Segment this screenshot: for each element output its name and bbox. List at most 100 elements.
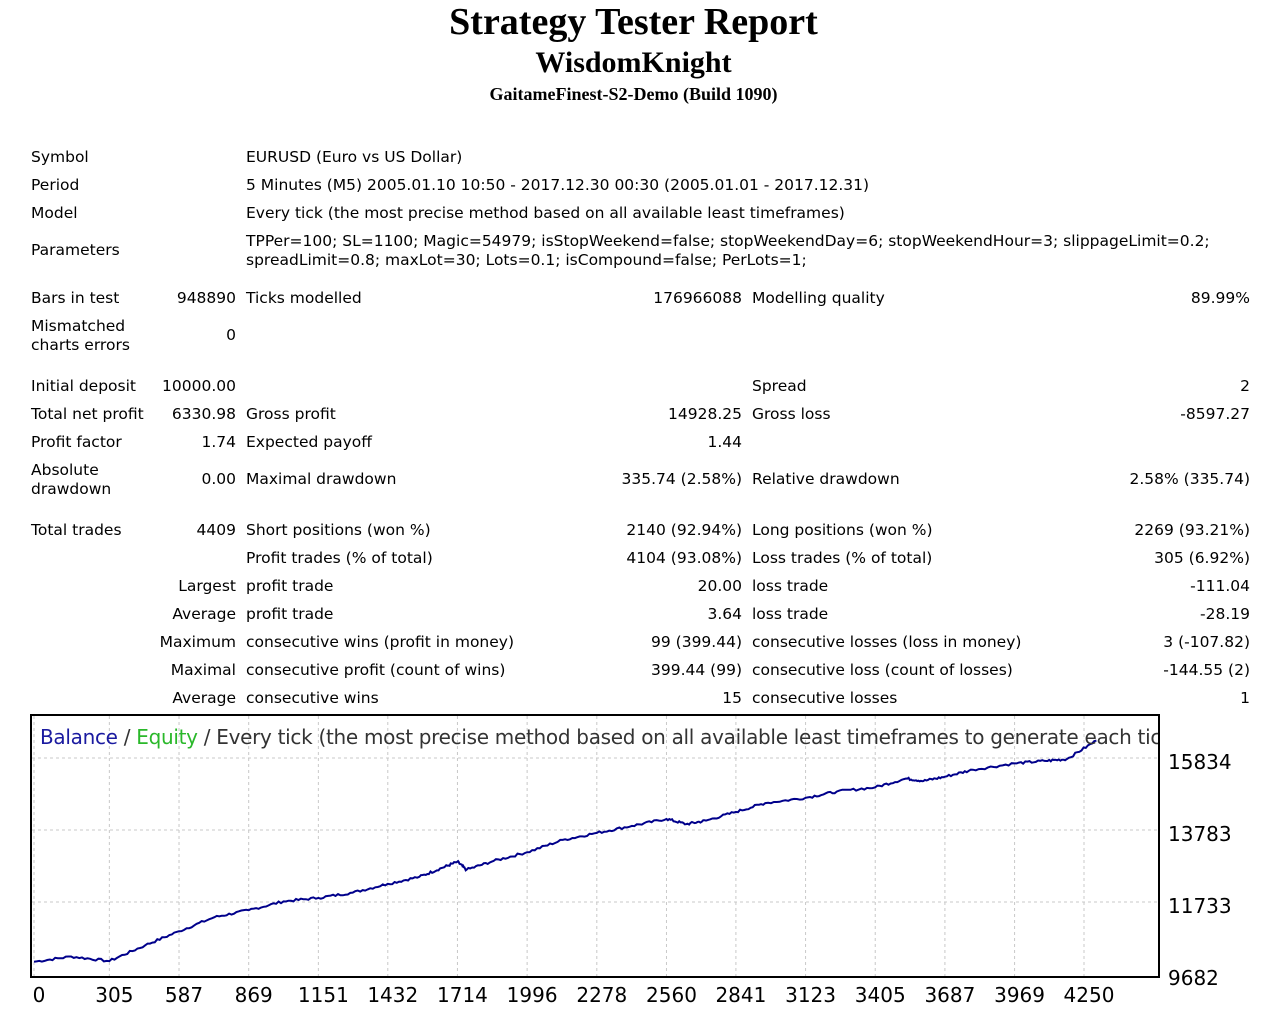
average-consecutive-label: Average — [172, 689, 236, 707]
short-positions-label: Short positions (won %) — [246, 521, 431, 539]
profit-factor-label: Profit factor — [31, 433, 122, 451]
quality-label: Modelling quality — [752, 289, 885, 307]
relative-drawdown-label: Relative drawdown — [752, 470, 900, 488]
x-tick-label: 4250 — [1063, 983, 1115, 1007]
average-profit-label: profit trade — [246, 605, 334, 623]
maximal-drawdown-label: Maximal drawdown — [246, 470, 397, 488]
largest-profit-value: 20.00 — [697, 577, 742, 595]
x-tick-label: 587 — [164, 983, 204, 1007]
x-tick-label: 1432 — [367, 983, 419, 1007]
legend-description: / Every tick (the most precise method ba… — [197, 725, 1160, 749]
report-title: Strategy Tester Report — [449, 1, 818, 43]
y-tick-label: 9682 — [1168, 966, 1219, 990]
largest-loss-value: -111.04 — [1190, 577, 1250, 595]
average-loss-label: loss trade — [752, 605, 829, 623]
total-trades-value: 4409 — [196, 521, 236, 539]
spread-label: Spread — [752, 377, 807, 395]
loss-trades-value: 305 (6.92%) — [1154, 549, 1250, 567]
long-positions-label: Long positions (won %) — [752, 521, 933, 539]
average-label: Average — [172, 605, 236, 623]
model-value: Every tick (the most precise method base… — [246, 204, 845, 222]
x-tick-label: 3687 — [924, 983, 976, 1007]
short-positions-value: 2140 (92.94%) — [626, 521, 742, 539]
mismatch-label-1: Mismatched — [31, 317, 126, 335]
average-loss-value: -28.19 — [1200, 605, 1250, 623]
x-tick-label: 3969 — [994, 983, 1046, 1007]
maximum-label: Maximum — [159, 633, 236, 651]
largest-loss-label: loss trade — [752, 577, 829, 595]
max-consecutive-wins-label: consecutive wins (profit in money) — [246, 633, 515, 651]
average-consecutive-wins-label: consecutive wins — [246, 689, 379, 707]
x-tick-label: 3405 — [854, 983, 906, 1007]
net-profit-label: Total net profit — [31, 405, 144, 423]
symbol-value: EURUSD (Euro vs US Dollar) — [246, 148, 463, 166]
net-profit-value: 6330.98 — [171, 405, 236, 423]
x-tick-label: 0 — [32, 983, 46, 1007]
mismatch-label-2: charts errors — [31, 336, 130, 354]
account-name: WisdomKnight — [535, 46, 732, 79]
x-tick-label: 2560 — [646, 983, 697, 1007]
max-consecutive-wins-value: 99 (399.44) — [651, 633, 742, 651]
average-consecutive-wins-value: 15 — [722, 689, 742, 707]
long-positions-value: 2269 (93.21%) — [1134, 521, 1250, 539]
legend-balance: Balance — [40, 725, 118, 749]
average-consecutive-losses-value: 1 — [1240, 689, 1250, 707]
period-value: 5 Minutes (M5) 2005.01.10 10:50 - 2017.1… — [246, 176, 870, 194]
maximal-consecutive-profit-value: 399.44 (99) — [651, 661, 742, 679]
model-label: Model — [31, 204, 78, 222]
y-tick-label: 13783 — [1168, 822, 1232, 846]
bars-label: Bars in test — [31, 289, 120, 307]
y-tick-label: 11733 — [1168, 894, 1232, 918]
x-tick-label: 2841 — [715, 983, 767, 1007]
average-consecutive-losses-label: consecutive losses — [752, 689, 898, 707]
profit-trades-value: 4104 (93.08%) — [626, 549, 742, 567]
balance-chart-plot — [32, 716, 1158, 976]
gross-profit-label: Gross profit — [246, 405, 336, 423]
deposit-value: 10000.00 — [162, 377, 236, 395]
period-label: Period — [31, 176, 80, 194]
x-tick-label: 1151 — [297, 983, 349, 1007]
parameters-line-1: TPPer=100; SL=1100; Magic=54979; isStopW… — [246, 232, 1210, 250]
maximal-consecutive-loss-label: consecutive loss (count of losses) — [752, 661, 1013, 679]
relative-drawdown-value: 2.58% (335.74) — [1129, 470, 1251, 488]
x-tick-label: 1996 — [506, 983, 558, 1007]
profit-factor-value: 1.74 — [201, 433, 236, 451]
bars-value: 948890 — [176, 289, 236, 307]
average-profit-value: 3.64 — [707, 605, 742, 623]
maximal-drawdown-value: 335.74 (2.58%) — [621, 470, 743, 488]
maximal-consecutive-loss-value: -144.55 (2) — [1163, 661, 1250, 679]
total-trades-label: Total trades — [31, 521, 122, 539]
x-tick-label: 1714 — [437, 983, 488, 1007]
server-build: GaitameFinest-S2-Demo (Build 1090) — [489, 84, 778, 104]
chart-legend: Balance / Equity / Every tick (the most … — [40, 724, 1160, 750]
quality-value: 89.99% — [1190, 289, 1250, 307]
profit-trades-label: Profit trades (% of total) — [246, 549, 433, 567]
absolute-drawdown-label-1: Absolute — [31, 461, 99, 479]
balance-series-line — [33, 739, 1097, 963]
x-tick-label: 305 — [95, 983, 134, 1007]
maximal-consecutive-profit-label: consecutive profit (count of wins) — [246, 661, 506, 679]
largest-label: Largest — [178, 577, 236, 595]
parameters-line-2: spreadLimit=0.8; maxLot=30; Lots=0.1; is… — [246, 251, 807, 269]
gross-loss-value: -8597.27 — [1180, 405, 1250, 423]
x-tick-label: 869 — [234, 983, 273, 1007]
gross-loss-label: Gross loss — [752, 405, 831, 423]
y-tick-label: 15834 — [1168, 750, 1232, 774]
max-consecutive-losses-label: consecutive losses (loss in money) — [752, 633, 1022, 651]
mismatch-value: 0 — [226, 326, 236, 344]
largest-profit-label: profit trade — [246, 577, 334, 595]
gross-profit-value: 14928.25 — [668, 405, 742, 423]
x-tick-label: 3123 — [785, 983, 837, 1007]
spread-value: 2 — [1240, 377, 1250, 395]
balance-chart: Balance / Equity / Every tick (the most … — [30, 714, 1160, 978]
legend-separator: / — [117, 725, 137, 749]
symbol-label: Symbol — [31, 148, 89, 166]
x-tick-label: 2278 — [576, 983, 628, 1007]
loss-trades-label: Loss trades (% of total) — [752, 549, 933, 567]
ticks-label: Ticks modelled — [246, 289, 362, 307]
parameters-label: Parameters — [31, 241, 120, 259]
legend-equity: Equity — [136, 725, 198, 749]
expected-payoff-value: 1.44 — [707, 433, 742, 451]
maximal-label: Maximal — [170, 661, 236, 679]
ticks-value: 176966088 — [653, 289, 742, 307]
